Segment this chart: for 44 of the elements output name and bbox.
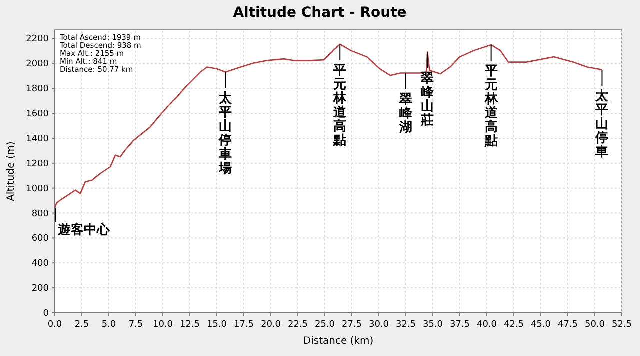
y-tick-label: 400 (32, 259, 50, 270)
x-tick-label: 42.5 (504, 320, 524, 330)
x-tick-label: 12.5 (180, 320, 200, 330)
annotation: 平元林道高點 (484, 64, 499, 149)
annotation: 太平山停車 (594, 88, 610, 160)
x-tick-label: 0.0 (48, 320, 62, 330)
y-tick-label: 800 (32, 209, 50, 220)
y-tick-label: 1400 (26, 134, 50, 144)
x-tick-label: 32.5 (396, 320, 416, 330)
chart-title: Altitude Chart - Route (233, 5, 407, 21)
x-tick-label: 15.0 (206, 320, 228, 330)
x-tick-label: 50.0 (584, 320, 606, 330)
y-tick-label: 200 (32, 284, 50, 294)
annotation: 翠峰山莊 (420, 71, 436, 128)
x-tick-label: 25.0 (314, 320, 336, 330)
annotation: 翠峰湖 (398, 92, 414, 136)
x-tick-label: 30.0 (368, 320, 390, 330)
x-tick-label: 47.5 (558, 320, 578, 330)
annotation: 遊客中心 (58, 222, 111, 238)
x-tick-label: 5.0 (102, 320, 116, 330)
x-tick-label: 10.0 (152, 320, 174, 330)
y-tick-label: 2200 (26, 34, 50, 45)
y-tick-label: 2000 (26, 60, 50, 70)
x-tick-label: 35.0 (422, 320, 444, 330)
x-tick-label: 27.5 (342, 320, 362, 330)
y-tick-label: 600 (32, 234, 50, 244)
x-tick-label: 37.5 (450, 320, 470, 330)
x-tick-label: 40.0 (476, 320, 498, 330)
x-axis-title: Distance (km) (303, 336, 374, 347)
annotation: 太平山停車場 (218, 91, 234, 176)
x-tick-label: 2.5 (74, 320, 90, 330)
x-tick-label: 45.0 (530, 320, 552, 330)
x-tick-label: 52.5 (612, 320, 632, 330)
x-tick-label: 20.0 (260, 320, 282, 330)
y-tick-label: 1800 (26, 84, 50, 95)
x-tick-label: 7.5 (128, 320, 144, 330)
y-axis-title: Altitude (m) (6, 142, 17, 202)
y-tick-label: 1000 (26, 184, 50, 194)
y-tick-label: 1600 (26, 110, 50, 120)
y-tick-label: 0 (43, 309, 50, 319)
x-tick-label: 17.5 (234, 320, 254, 330)
x-tick-label: 22.5 (288, 320, 308, 330)
annotation: 平元林道高點 (332, 63, 348, 148)
y-tick-label: 1200 (26, 159, 50, 170)
